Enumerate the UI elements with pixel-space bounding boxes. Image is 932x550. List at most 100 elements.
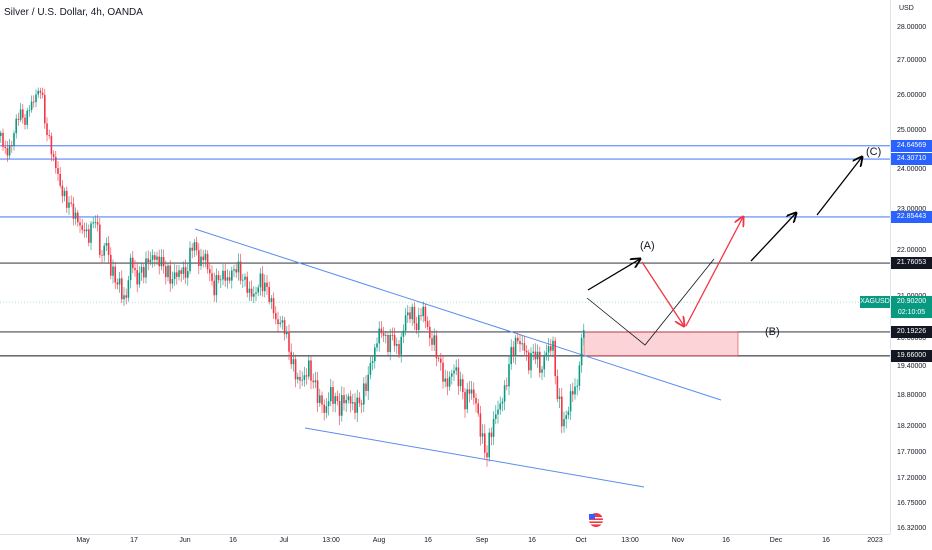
candle-body-59 <box>129 257 132 281</box>
candle-body-125 <box>275 313 277 320</box>
candle-body-73 <box>160 257 163 267</box>
candle-body-147 <box>323 404 325 413</box>
candle-body-129 <box>283 320 286 335</box>
candle-body-214 <box>470 389 473 394</box>
candle-body-208 <box>457 367 460 387</box>
candle-body-111 <box>244 276 246 280</box>
time-tick-9: 16 <box>528 537 536 544</box>
candle-body-98 <box>215 275 218 296</box>
candle-body-27 <box>59 173 61 186</box>
candle-body-242 <box>532 351 534 354</box>
candle-body-36 <box>79 222 81 226</box>
candle-body-237 <box>521 343 523 345</box>
candle-body-67 <box>147 258 149 263</box>
candle-body-96 <box>211 273 213 281</box>
candle-body-60 <box>132 257 134 269</box>
candle-body-110 <box>242 279 244 281</box>
candle-body-215 <box>473 389 475 398</box>
candle-body-34 <box>74 212 77 219</box>
candle-body-156 <box>343 395 345 404</box>
candle-body-169 <box>371 361 374 363</box>
candle-body-35 <box>77 212 79 223</box>
candle-body-0 <box>0 132 2 136</box>
candle-body-229 <box>503 385 506 402</box>
candle-body-38 <box>83 229 86 232</box>
flag-logo-icon[interactable] <box>584 512 608 528</box>
candle-body-1 <box>2 132 4 147</box>
candle-body-40 <box>88 229 90 243</box>
candle-body-205 <box>451 373 453 377</box>
candle-body-174 <box>382 333 385 336</box>
price-tick-0: 28.00000 <box>897 24 927 31</box>
candle-body-90 <box>198 250 200 266</box>
candle-body-127 <box>279 322 281 325</box>
candle-body-63 <box>138 272 141 285</box>
candle-body-3 <box>6 147 9 156</box>
candle-body-253 <box>556 376 559 400</box>
candle-body-107 <box>235 269 237 273</box>
candle-body-250 <box>550 346 552 351</box>
candle-body-15 <box>33 101 35 103</box>
candle-body-166 <box>365 383 367 391</box>
candle-body-80 <box>176 272 178 277</box>
candle-body-135 <box>297 376 299 380</box>
candle-body-232 <box>510 347 512 365</box>
candle-body-126 <box>277 319 279 325</box>
candle-body-238 <box>523 343 526 351</box>
candle-body-28 <box>61 185 64 197</box>
candle-body-192 <box>422 306 424 317</box>
candle-body-109 <box>239 261 242 281</box>
candle-body-218 <box>479 413 482 437</box>
candle-body-55 <box>121 278 123 300</box>
price-tick-6: 22.00000 <box>897 247 927 254</box>
wave-arrow-3 <box>750 213 796 262</box>
candle-body-159 <box>349 396 352 404</box>
candle-body-77 <box>169 265 171 284</box>
candle-body-65 <box>143 267 145 278</box>
time-tick-0: May <box>76 537 90 544</box>
candle-body-115 <box>253 293 255 297</box>
candle-body-100 <box>220 279 222 281</box>
price-axis-border <box>890 0 891 534</box>
candle-body-223 <box>490 432 493 437</box>
candle-body-173 <box>380 328 383 334</box>
candle-body-17 <box>37 90 39 95</box>
candle-body-261 <box>574 386 576 395</box>
candle-body-207 <box>455 367 457 371</box>
time-tick-7: 16 <box>424 537 432 544</box>
symbol-label: XAGUSD <box>860 296 890 309</box>
candle-body-241 <box>530 353 532 371</box>
candle-body-143 <box>314 380 317 383</box>
candle-body-62 <box>136 270 138 285</box>
candle-body-146 <box>321 395 323 405</box>
candle-body-151 <box>332 386 334 404</box>
candle-body-116 <box>255 292 257 294</box>
candle-body-265 <box>583 330 585 338</box>
candle-body-103 <box>226 277 229 281</box>
candle-body-53 <box>116 282 119 285</box>
level-price-label-0: 24.64569 <box>891 139 932 152</box>
projection-path <box>586 258 715 346</box>
candle-body-255 <box>561 396 563 427</box>
candle-body-195 <box>429 326 431 339</box>
time-tick-2: Jun <box>179 537 191 544</box>
candle-body-165 <box>363 383 365 405</box>
candle-body-213 <box>468 389 471 394</box>
candle-body-243 <box>534 351 537 360</box>
candle-body-30 <box>66 190 68 208</box>
level-price-label-3: 21.76053 <box>891 257 932 270</box>
price-tick-12: 17.70000 <box>897 449 927 456</box>
candle-body-54 <box>118 278 121 285</box>
candle-body-22 <box>48 135 50 136</box>
candle-body-188 <box>413 306 416 324</box>
candle-body-10 <box>22 109 24 118</box>
candle-body-121 <box>266 282 268 287</box>
candle-body-236 <box>519 341 521 345</box>
candle-body-168 <box>369 362 372 375</box>
time-tick-10: Oct <box>575 537 587 544</box>
candle-body-158 <box>347 396 350 401</box>
candle-body-179 <box>393 335 396 346</box>
candle-body-190 <box>418 315 420 330</box>
candle-body-108 <box>237 261 240 273</box>
